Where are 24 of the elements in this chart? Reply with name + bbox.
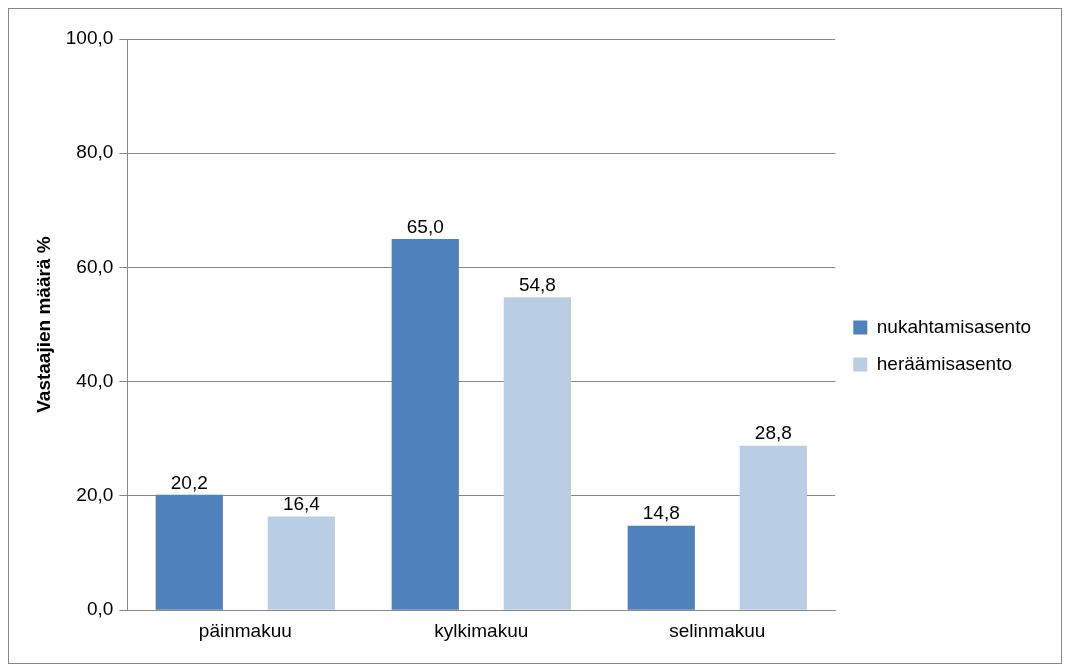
bar <box>155 494 223 610</box>
bar <box>739 445 807 610</box>
bar <box>627 525 695 610</box>
y-tick-label: 80,0 <box>76 141 114 163</box>
bar <box>391 238 459 610</box>
y-axis-title: Vastaajien määrä % <box>32 236 54 413</box>
data-label: 14,8 <box>642 502 680 524</box>
x-tick-label: kylkimakuu <box>434 619 529 641</box>
y-tick-label: 60,0 <box>76 255 114 277</box>
y-tick-label: 40,0 <box>76 369 114 391</box>
x-tick-label: päinmakuu <box>198 619 292 641</box>
bar <box>267 516 336 610</box>
data-label: 54,8 <box>518 273 556 295</box>
data-label: 16,4 <box>282 493 321 515</box>
bar <box>503 297 571 610</box>
x-tick-label: selinmakuu <box>669 619 766 641</box>
y-tick-label: 100,0 <box>65 27 114 49</box>
y-tick-label: 0,0 <box>86 598 114 620</box>
y-tick-label: 20,0 <box>76 484 114 506</box>
legend-label: nukahtamisasento <box>876 315 1032 337</box>
legend-label: heräämisasento <box>876 352 1012 374</box>
data-label: 65,0 <box>406 215 444 237</box>
data-label: 28,8 <box>754 422 792 444</box>
data-label: 20,2 <box>170 471 208 493</box>
